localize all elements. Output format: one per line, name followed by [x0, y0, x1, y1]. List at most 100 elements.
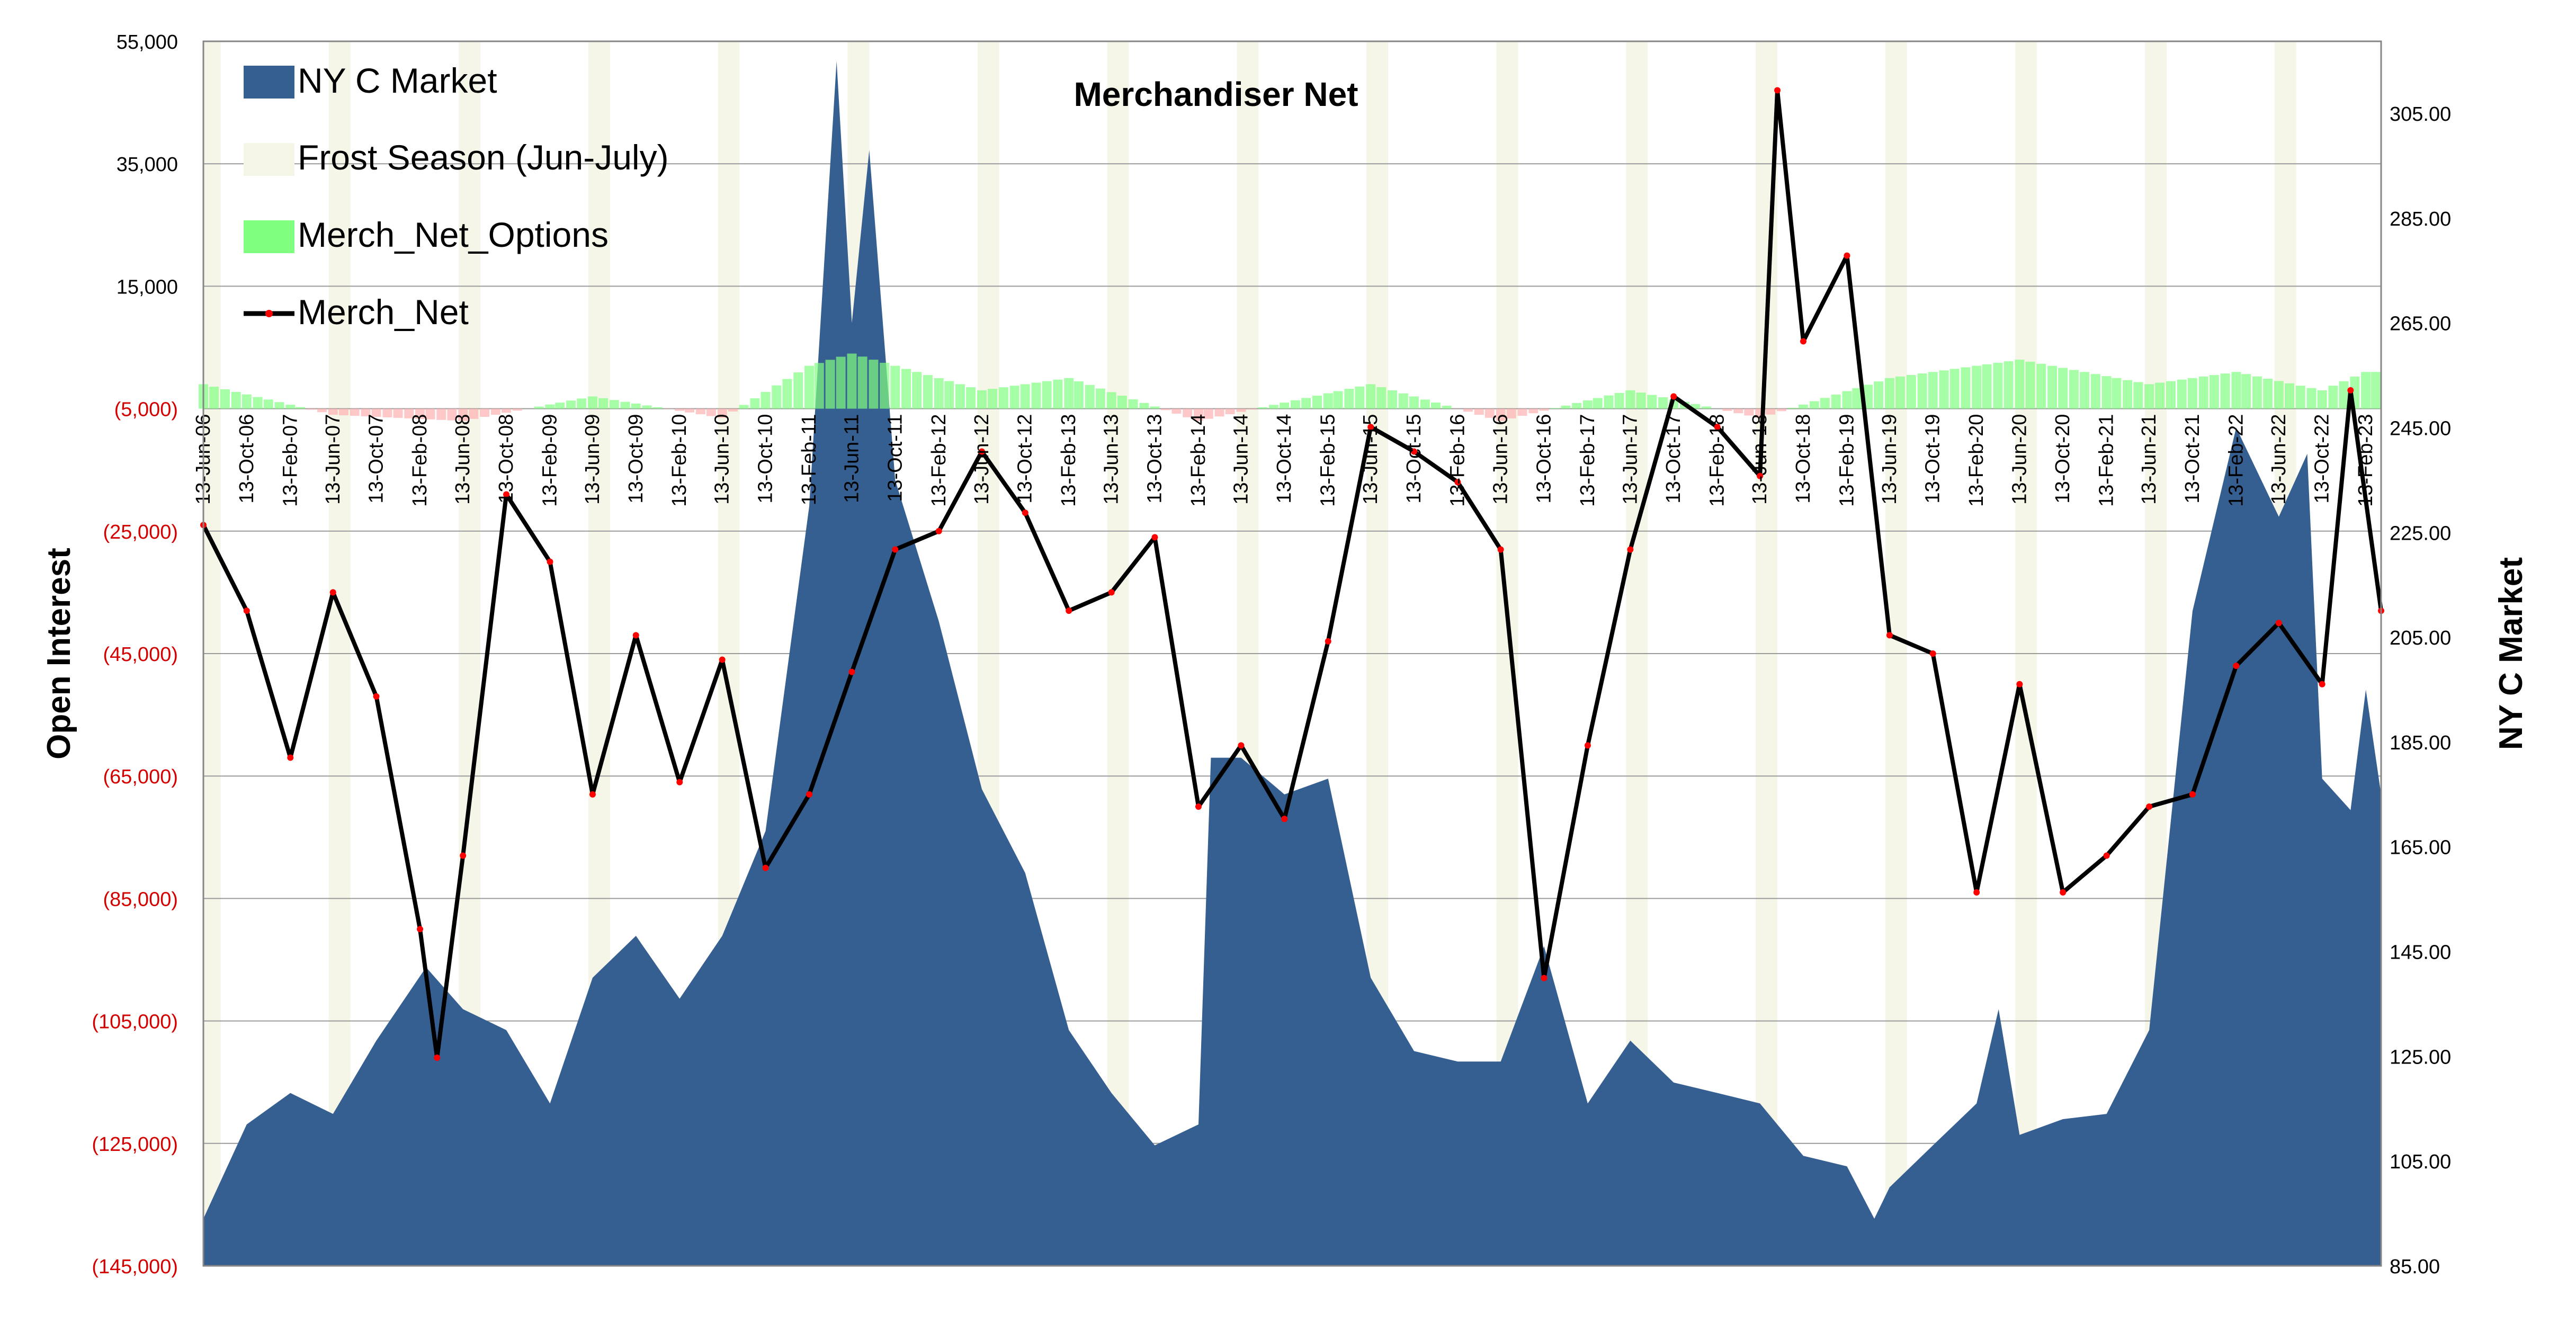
- options-bar: [1874, 381, 1883, 408]
- x-axis-tick-label: 13-Oct-22: [2311, 414, 2333, 504]
- options-bar: [2241, 374, 2251, 408]
- x-axis-tick-label: 13-Jun-18: [1749, 414, 1771, 505]
- options-bar: [1096, 389, 1105, 409]
- right-axis-tick-label: 145.00: [2390, 942, 2451, 964]
- options-bar: [988, 389, 997, 409]
- options-bar: [1312, 396, 1322, 409]
- x-axis-tick-label: 13-Oct-12: [1014, 414, 1036, 504]
- options-bar: [772, 386, 781, 409]
- options-bar: [588, 396, 597, 408]
- merch-net-point: [1195, 803, 1202, 810]
- left-axis-tick-label: (125,000): [92, 1133, 178, 1156]
- right-axis-tick-label: 305.00: [2390, 103, 2451, 126]
- x-axis-tick-label: 13-Jun-12: [971, 414, 993, 505]
- options-bar: [1733, 409, 1743, 414]
- options-bar: [1788, 408, 1797, 409]
- legend-swatch-merch-net-options: [244, 220, 294, 253]
- merch-net-point: [330, 589, 336, 595]
- options-bar: [2252, 377, 2262, 409]
- x-axis-tick-label: 13-Jun-14: [1230, 414, 1252, 505]
- right-axis-tick-label: 85.00: [2390, 1256, 2440, 1278]
- chart-title: Merchandiser Net: [1074, 75, 1358, 113]
- right-axis-tick-label: 265.00: [2390, 313, 2451, 335]
- options-bar: [858, 356, 867, 408]
- options-bar: [2263, 379, 2273, 409]
- options-bar: [1636, 392, 1646, 408]
- options-bar: [264, 399, 273, 408]
- options-bar: [1518, 409, 1527, 416]
- x-axis-tick-label: 13-Jun-10: [711, 414, 734, 505]
- merch-net-point: [460, 852, 466, 859]
- merch-net-point: [1325, 638, 1331, 645]
- options-bar: [2112, 378, 2121, 409]
- x-axis-tick-label: 13-Feb-09: [539, 414, 561, 507]
- options-bar: [285, 405, 295, 408]
- x-axis-tick-label: 13-Jun-08: [452, 414, 474, 505]
- options-bar: [2047, 366, 2057, 409]
- options-bar: [901, 369, 911, 409]
- left-axis-tick-label: (145,000): [92, 1256, 178, 1278]
- right-axis-tick-label: 245.00: [2390, 417, 2451, 440]
- x-axis-tick-label: 13-Oct-18: [1792, 414, 1814, 504]
- merch-net-point: [2233, 663, 2239, 669]
- options-bar: [815, 363, 824, 408]
- merch-net-point: [434, 1055, 440, 1061]
- options-bar: [1021, 384, 1030, 408]
- x-axis-tick-label: 13-Oct-09: [625, 414, 647, 504]
- left-axis-ticks: 55,00035,00015,000(5,000)(25,000)(45,000…: [92, 31, 178, 1278]
- options-bar: [350, 409, 360, 416]
- x-axis-tick-label: 13-Feb-20: [1965, 414, 1988, 507]
- merch-net-point: [2319, 681, 2325, 687]
- options-bar: [1583, 400, 1593, 409]
- x-axis-tick-label: 13-Oct-11: [884, 414, 906, 502]
- options-bar: [1042, 381, 1052, 409]
- x-axis-tick-label: 13-Jun-22: [2268, 414, 2290, 505]
- options-bar: [1820, 398, 1830, 408]
- options-bar: [2188, 378, 2197, 409]
- merch-net-point: [2104, 852, 2110, 859]
- options-bar: [307, 409, 316, 410]
- options-bar: [912, 372, 922, 408]
- x-axis-tick-label: 13-Feb-10: [668, 414, 691, 507]
- options-bar: [534, 407, 544, 409]
- left-axis-tick-label: (85,000): [103, 888, 178, 910]
- x-axis-tick-label: 13-Jun-11: [840, 414, 863, 503]
- merch-net-point: [633, 632, 639, 638]
- merch-net-point: [676, 779, 683, 785]
- options-bar: [977, 390, 987, 409]
- options-bar: [491, 409, 500, 415]
- x-axis-tick-label: 13-Feb-11: [798, 414, 820, 506]
- options-bar: [480, 409, 489, 417]
- options-bar: [1117, 396, 1127, 409]
- options-bar: [2221, 373, 2230, 408]
- left-axis-tick-label: 55,000: [117, 31, 178, 53]
- options-bar: [750, 398, 759, 409]
- options-bar: [1982, 364, 1992, 409]
- options-bar: [1269, 405, 1278, 408]
- merch-net-point: [1886, 632, 1893, 638]
- merch-net-point: [806, 791, 812, 798]
- left-axis-tick-label: (45,000): [103, 644, 178, 666]
- left-axis-tick-label: 35,000: [117, 154, 178, 176]
- options-bar: [1032, 382, 1041, 408]
- options-bar: [1344, 389, 1354, 409]
- options-bar: [653, 407, 663, 409]
- options-bar: [944, 381, 954, 408]
- x-axis-tick-label: 13-Feb-15: [1317, 414, 1339, 507]
- options-bar: [739, 405, 749, 408]
- options-bar: [1171, 409, 1181, 414]
- options-bar: [923, 375, 933, 408]
- options-bar: [1572, 403, 1581, 409]
- right-axis-title: NY C Market: [2493, 557, 2529, 750]
- options-bar: [1918, 373, 1927, 409]
- options-bar: [1107, 392, 1116, 408]
- options-bar: [1388, 390, 1397, 409]
- x-axis-tick-label: 13-Oct-17: [1662, 414, 1685, 504]
- left-axis-tick-label: (5,000): [114, 399, 178, 421]
- merch-net-point: [1022, 510, 1028, 516]
- options-bar: [2166, 381, 2176, 409]
- options-bar: [2199, 377, 2208, 409]
- x-axis-tick-label: 13-Jun-15: [1359, 414, 1382, 505]
- x-axis-tick-label: 13-Oct-10: [755, 414, 777, 504]
- options-bar: [1885, 378, 1894, 409]
